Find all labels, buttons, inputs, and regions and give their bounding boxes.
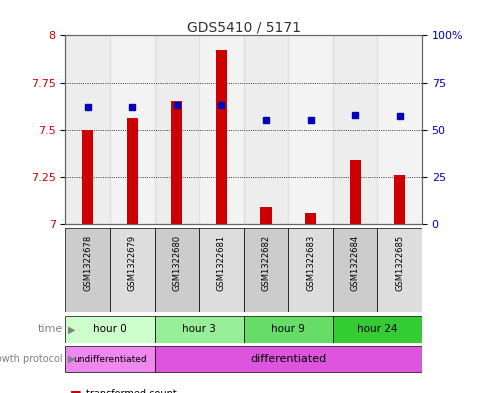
Bar [304,213,316,224]
Title: GDS5410 / 5171: GDS5410 / 5171 [186,20,300,34]
Text: hour 9: hour 9 [271,324,304,334]
Bar [243,316,332,343]
Bar [154,35,199,224]
Bar [154,228,199,312]
Bar [243,228,287,312]
Bar [243,35,287,224]
Bar [171,101,182,224]
Text: GSM1322683: GSM1322683 [305,235,315,291]
Text: ▶: ▶ [68,354,75,364]
Bar [199,228,243,312]
Bar [377,35,421,224]
Text: GSM1322684: GSM1322684 [350,235,359,291]
Bar [82,130,93,224]
Text: GSM1322681: GSM1322681 [216,235,226,291]
Bar [287,228,332,312]
Text: undifferentiated: undifferentiated [73,355,147,364]
Bar [393,175,405,224]
Text: hour 24: hour 24 [356,324,397,334]
Text: time: time [38,324,63,334]
Bar [110,35,154,224]
Bar [260,207,271,224]
Text: ■: ■ [70,387,82,393]
Bar [377,228,421,312]
Bar [332,35,377,224]
Text: GSM1322678: GSM1322678 [83,235,92,291]
Bar [215,50,227,224]
Bar [332,228,377,312]
Text: differentiated: differentiated [250,354,326,364]
Text: ▶: ▶ [68,324,75,334]
Bar [199,35,243,224]
Bar [154,316,243,343]
Bar [65,35,110,224]
Bar [349,160,360,224]
Bar [332,316,421,343]
Bar [287,35,332,224]
Bar [65,346,154,372]
Bar [65,316,154,343]
Text: transformed count: transformed count [86,389,176,393]
Text: growth protocol: growth protocol [0,354,63,364]
Text: GSM1322682: GSM1322682 [261,235,270,291]
Text: hour 3: hour 3 [182,324,216,334]
Text: GSM1322679: GSM1322679 [128,235,136,291]
Bar [154,346,421,372]
Text: GSM1322685: GSM1322685 [394,235,403,291]
Bar [126,118,137,224]
Bar [110,228,154,312]
Text: hour 0: hour 0 [93,324,127,334]
Text: GSM1322680: GSM1322680 [172,235,181,291]
Bar [65,228,110,312]
